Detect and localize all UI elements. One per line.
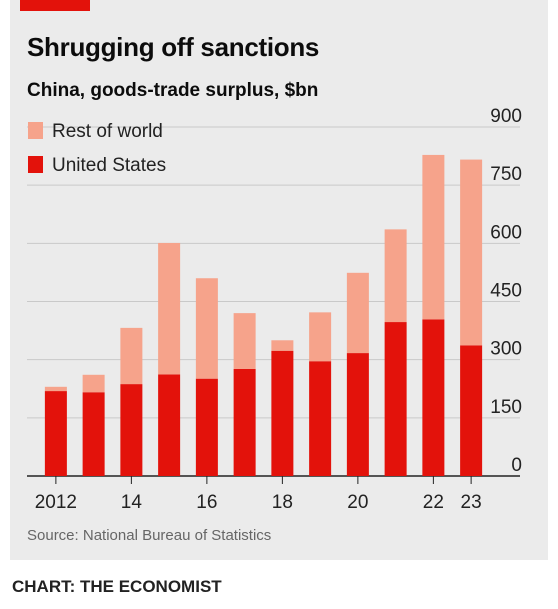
bar-rest-of-world xyxy=(384,229,407,323)
chart-credit: CHART: THE ECONOMIST xyxy=(12,577,222,596)
bar-united-states xyxy=(460,345,483,476)
bar-united-states xyxy=(82,392,105,476)
bar-rest-of-world xyxy=(460,159,483,346)
chart-subtitle: China, goods-trade surplus, $bn xyxy=(27,80,319,101)
chart-title: Shrugging off sanctions xyxy=(27,32,320,62)
bar-rest-of-world xyxy=(309,312,332,362)
x-tick-label: 2012 xyxy=(35,492,77,513)
bar-united-states xyxy=(384,322,407,476)
y-tick-label: 450 xyxy=(490,281,522,302)
x-tick-label: 16 xyxy=(196,492,217,513)
bar-united-states xyxy=(422,319,445,476)
bar-united-states xyxy=(158,374,181,476)
y-tick-label: 900 xyxy=(490,106,522,127)
y-tick-label: 600 xyxy=(490,222,522,243)
bar-rest-of-world xyxy=(158,242,181,375)
bar-united-states xyxy=(120,384,143,476)
x-tick-label: 18 xyxy=(272,492,293,513)
x-tick-label: 23 xyxy=(461,492,482,513)
bar-united-states xyxy=(233,368,256,476)
x-tick-label: 14 xyxy=(121,492,143,513)
brand-red-bar xyxy=(20,0,90,11)
y-tick-label: 0 xyxy=(511,455,522,476)
bar-rest-of-world xyxy=(195,278,218,379)
bar-rest-of-world xyxy=(233,313,256,369)
legend-swatch xyxy=(28,156,43,173)
bar-rest-of-world xyxy=(346,272,369,354)
bar-rest-of-world xyxy=(120,327,143,385)
legend-label: United States xyxy=(52,155,166,176)
bar-rest-of-world xyxy=(422,154,445,320)
legend-swatch xyxy=(28,122,43,139)
x-tick-label: 20 xyxy=(347,492,368,513)
source-note: Source: National Bureau of Statistics xyxy=(27,527,272,544)
bar-rest-of-world xyxy=(271,340,294,351)
bar-united-states xyxy=(195,378,218,476)
bar-united-states xyxy=(309,361,332,476)
y-tick-label: 750 xyxy=(490,164,522,185)
bar-rest-of-world xyxy=(44,386,67,392)
bar-rest-of-world xyxy=(82,374,105,393)
bar-united-states xyxy=(44,391,67,476)
legend-label: Rest of world xyxy=(52,121,163,142)
y-tick-label: 150 xyxy=(490,397,522,418)
bar-united-states xyxy=(346,353,369,476)
y-tick-label: 300 xyxy=(490,339,522,360)
bar-united-states xyxy=(271,350,294,476)
x-tick-label: 22 xyxy=(423,492,444,513)
